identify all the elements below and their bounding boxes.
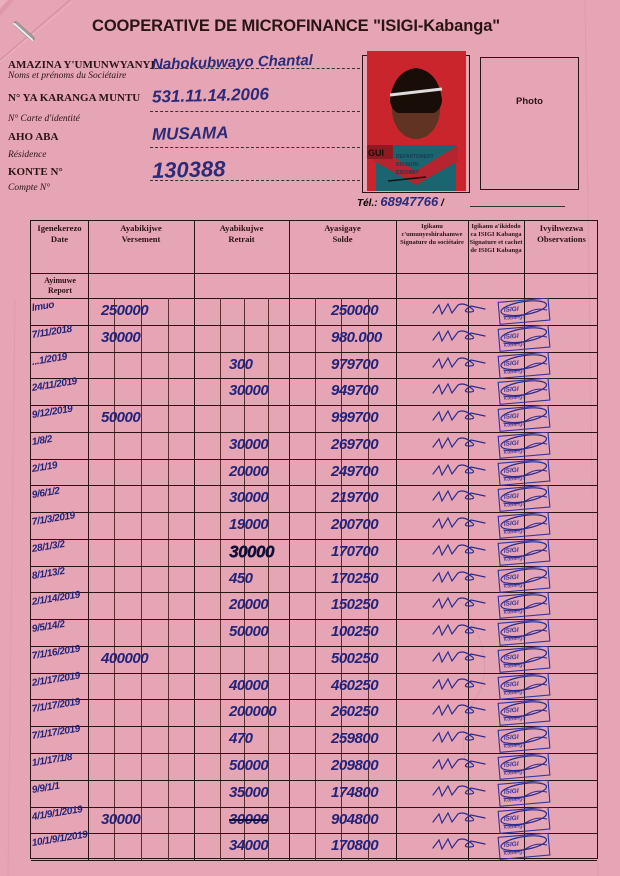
- svg-text:ESCHMIT: ESCHMIT: [396, 170, 419, 176]
- svg-text:GUI: GUI: [368, 148, 384, 158]
- svg-text:DEPARTEMENT: DEPARTEMENT: [396, 154, 434, 160]
- svg-text:DIVISION: DIVISION: [396, 162, 418, 168]
